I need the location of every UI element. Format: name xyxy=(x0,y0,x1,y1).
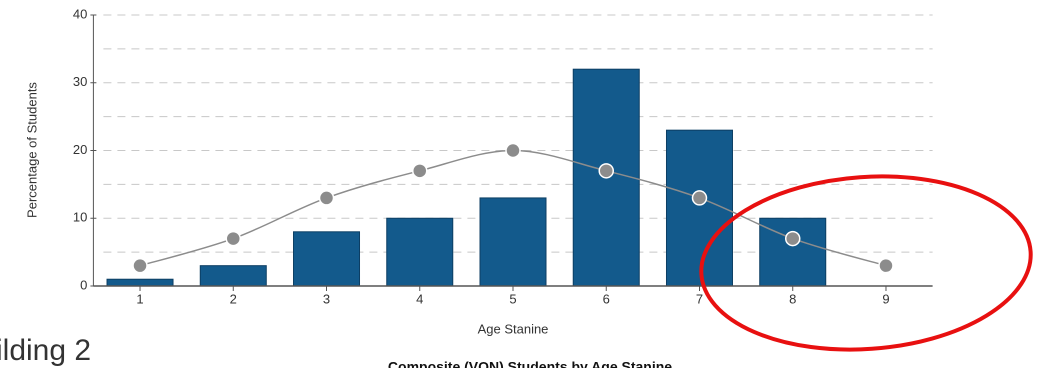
x-tick-label: 7 xyxy=(696,291,703,306)
curve-point xyxy=(784,230,801,247)
curve-point xyxy=(225,230,242,247)
chart-title: Composite (VON) Students by Age Stanine xyxy=(388,359,672,368)
x-tick-label: 1 xyxy=(136,291,143,306)
x-tick-label: 2 xyxy=(230,291,237,306)
x-tick-label: 5 xyxy=(509,291,516,306)
curve-point xyxy=(691,190,708,206)
bar xyxy=(479,197,547,287)
x-tick-label: 8 xyxy=(789,291,796,306)
x-tick-label: 6 xyxy=(603,291,610,306)
bar xyxy=(199,265,267,287)
x-axis-label: Age Stanine xyxy=(478,321,549,336)
side-text: ilding 2 xyxy=(0,334,91,367)
bar xyxy=(106,278,174,287)
y-tick-label: 40 xyxy=(73,6,87,21)
y-axis-label: Percentage of Students xyxy=(24,82,39,218)
y-tick-label: 20 xyxy=(73,142,87,157)
y-tick-label: 0 xyxy=(80,277,87,292)
y-tick-label: 10 xyxy=(73,210,87,225)
y-tick-label: 30 xyxy=(73,74,87,89)
curve-point xyxy=(132,257,148,274)
x-tick-label: 4 xyxy=(416,291,423,306)
curve-point xyxy=(505,142,521,159)
curve-point xyxy=(878,257,894,274)
x-tick-label: 3 xyxy=(323,291,330,306)
curve-point xyxy=(598,163,614,179)
bar xyxy=(665,129,733,287)
bar xyxy=(386,217,454,287)
curve-point xyxy=(318,190,335,206)
bar xyxy=(293,231,361,287)
highlight-ellipse xyxy=(699,174,1033,352)
curve-point xyxy=(412,163,428,179)
x-tick-label: 9 xyxy=(882,291,889,306)
